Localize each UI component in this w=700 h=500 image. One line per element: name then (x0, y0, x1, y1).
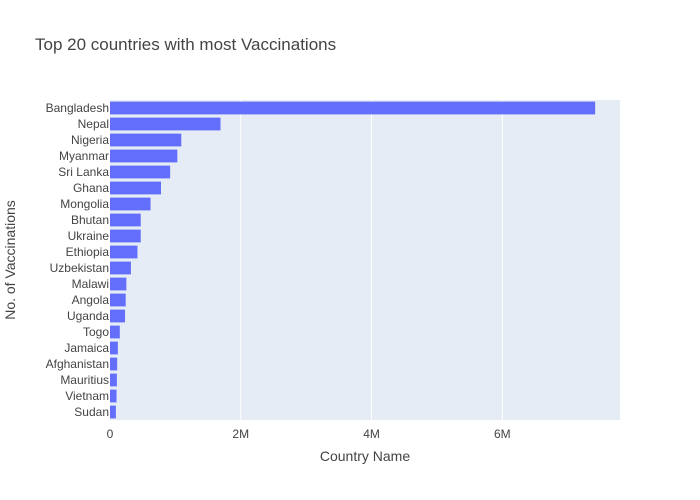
bar (110, 309, 126, 323)
y-tick-label: Mongolia (60, 197, 109, 211)
bar (110, 165, 171, 179)
bar (110, 357, 118, 371)
y-tick-label: Vietnam (65, 389, 109, 403)
bar (110, 405, 116, 419)
y-tick-label: Nigeria (71, 133, 109, 147)
y-tick-label: Nepal (78, 117, 109, 131)
bar (110, 229, 141, 243)
bar (110, 101, 596, 115)
y-axis-title: No. of Vaccinations (2, 200, 18, 320)
bar (110, 341, 118, 355)
y-tick-label: Ethiopia (66, 245, 110, 259)
y-tick-label: Uganda (67, 309, 109, 323)
x-axis-title: Country Name (320, 448, 410, 464)
bar (110, 181, 161, 195)
bar (110, 245, 138, 259)
y-tick-label: Uzbekistan (50, 261, 109, 275)
x-tick-label: 2M (232, 427, 249, 441)
y-tick-label: Sri Lanka (58, 165, 109, 179)
bar (110, 197, 151, 211)
bars (110, 101, 596, 419)
bar (110, 261, 131, 275)
y-tick-label: Angola (72, 293, 110, 307)
y-tick-label: Myanmar (59, 149, 109, 163)
gridlines (240, 100, 503, 420)
y-tick-label: Malawi (72, 277, 109, 291)
bar (110, 117, 221, 131)
y-tick-label: Ghana (73, 181, 109, 195)
bar (110, 325, 120, 339)
y-tick-label: Bhutan (71, 213, 109, 227)
y-tick-label: Jamaica (64, 341, 109, 355)
plot-area (110, 100, 620, 420)
x-tick-label: 6M (494, 427, 511, 441)
x-tick-label: 4M (363, 427, 380, 441)
bar (110, 389, 117, 403)
x-tick-labels: 0 2M 4M 6M (107, 427, 511, 441)
bar (110, 293, 126, 307)
bar (110, 133, 182, 147)
bar (110, 149, 178, 163)
chart-title: Top 20 countries with most Vaccinations (35, 35, 336, 54)
y-tick-label: Mauritius (60, 373, 109, 387)
bar (110, 373, 117, 387)
y-tick-label: Togo (83, 325, 109, 339)
bar (110, 277, 127, 291)
category-labels: Bangladesh Nepal Nigeria Myanmar Sri Lanka Gh… (46, 101, 110, 419)
x-tick-label: 0 (107, 427, 114, 441)
y-tick-label: Bangladesh (46, 101, 109, 115)
bar (110, 213, 141, 227)
y-tick-label: Sudan (74, 405, 109, 419)
y-tick-label: Afghanistan (46, 357, 109, 371)
y-tick-label: Ukraine (68, 229, 110, 243)
